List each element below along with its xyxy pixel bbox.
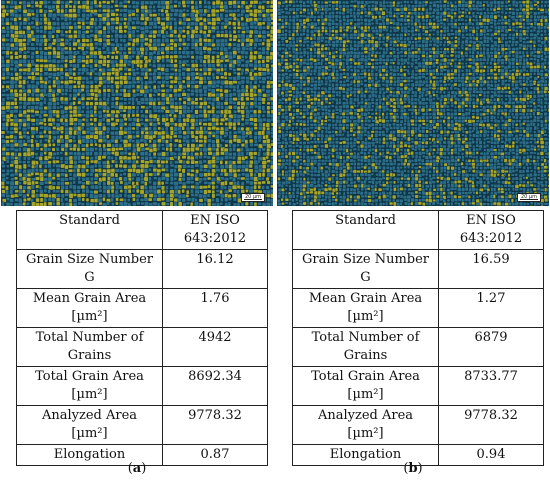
grain-map [277,0,549,206]
table-row: Total Number of Grains 4942 [16,327,268,367]
table-cell: Standard [16,210,163,250]
table-cell: 6879 [438,327,544,367]
grain-statistics-table: Standard EN ISO 643:2012 Grain Size Number… [16,210,268,466]
grain-map [1,0,273,206]
table-cell: 8733.77 [438,366,544,406]
caption-letter: b [408,461,418,476]
table-cell: 8692.34 [162,366,268,406]
table-row: Standard EN ISO 643:2012 [16,210,268,250]
table-cell: Mean Grain Area [µm²] [292,288,439,328]
table-cell: 0.87 [162,444,268,466]
table-cell: 1.76 [162,288,268,328]
scale-bar: 20 µm [516,193,541,202]
table-row: Total Grain Area [µm²] 8733.77 [292,366,544,406]
scale-bar-label: 20 µm [244,194,261,200]
table-row: Elongation 0.94 [292,444,544,466]
table-row: Total Grain Area [µm²] 8692.34 [16,366,268,406]
table-cell: Standard [292,210,439,250]
table-cell: 16.59 [438,249,544,289]
micrograph-image: 20 µm [277,0,549,206]
table-cell: 9778.32 [162,405,268,445]
table-row: Elongation 0.87 [16,444,268,466]
table-cell: Mean Grain Area [µm²] [16,288,163,328]
table-cell: 4942 [162,327,268,367]
table-row: Analyzed Area [µm²] 9778.32 [16,405,268,445]
table-cell: Grain Size Number G [16,249,163,289]
table-cell: EN ISO 643:2012 [438,210,544,250]
table-row: Mean Grain Area [µm²] 1.27 [292,288,544,328]
caption-a: (a) [127,461,147,476]
table-cell: Grain Size Number G [292,249,439,289]
table-row: Analyzed Area [µm²] 9778.32 [292,405,544,445]
caption-letter: a [132,461,142,476]
table-cell: 9778.32 [438,405,544,445]
table-row: Mean Grain Area [µm²] 1.76 [16,288,268,328]
table-cell: Analyzed Area [µm²] [292,405,439,445]
table-cell: Total Number of Grains [292,327,439,367]
caption-b: (b) [403,461,423,476]
table-cell: Total Grain Area [µm²] [292,366,439,406]
table-cell: 0.94 [438,444,544,466]
table-cell: EN ISO 643:2012 [162,210,268,250]
grain-statistics-table: Standard EN ISO 643:2012 Grain Size Number… [292,210,544,466]
table-cell: Analyzed Area [µm²] [16,405,163,445]
scale-bar-label: 20 µm [520,194,537,200]
table-cell: 16.12 [162,249,268,289]
table-cell: Elongation [292,444,439,466]
table-row: Total Number of Grains 6879 [292,327,544,367]
table-cell: Total Grain Area [µm²] [16,366,163,406]
micrograph-image: 20 µm [1,0,273,206]
table-cell: Elongation [16,444,163,466]
table-cell: Total Number of Grains [16,327,163,367]
table-row: Grain Size Number G 16.12 [16,249,268,289]
table-cell: 1.27 [438,288,544,328]
table-row: Standard EN ISO 643:2012 [292,210,544,250]
scale-bar: 20 µm [240,193,265,202]
table-row: Grain Size Number G 16.59 [292,249,544,289]
